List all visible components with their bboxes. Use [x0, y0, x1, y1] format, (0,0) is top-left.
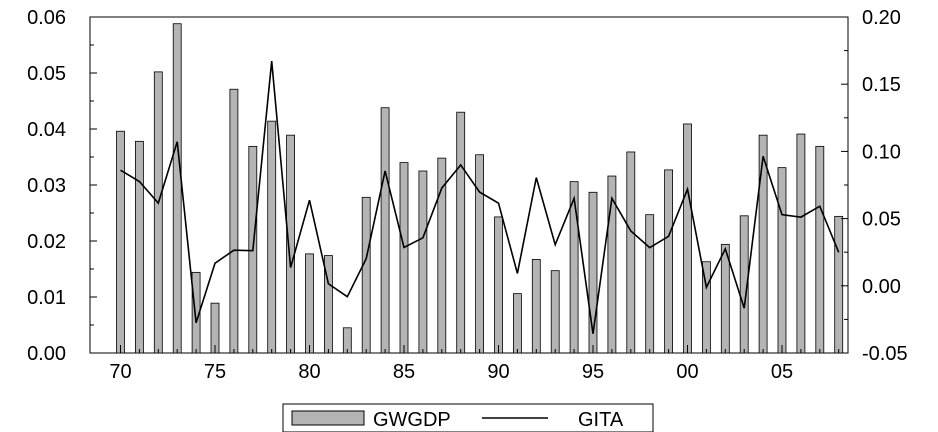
bar-gwgdp-1991: [513, 293, 522, 354]
legend-swatch-gwgdp: [291, 410, 365, 426]
bar-gwgdp-2004: [758, 134, 768, 354]
x-tick-label-00: 00: [676, 361, 698, 383]
left-tick-label-0.05: 0.05: [27, 63, 66, 85]
left-tick-label-0.01: 0.01: [27, 287, 66, 309]
bar-gwgdp-1983: [361, 196, 371, 354]
x-tick-label-80: 80: [298, 361, 320, 383]
bar-gwgdp-2006: [796, 133, 806, 354]
x-tick-label-90: 90: [487, 361, 509, 383]
left-tick-label-0.00: 0.00: [27, 343, 66, 365]
bar-gwgdp-1976: [229, 88, 239, 354]
bar-gwgdp-1978: [267, 120, 277, 354]
bar-gwgdp-1985: [399, 162, 409, 354]
bar-gwgdp-1971: [134, 140, 144, 354]
bar-gwgdp-1990: [494, 216, 503, 354]
bar-gwgdp-2002: [720, 243, 730, 354]
gwgdp-bars: [116, 23, 844, 354]
bar-gwgdp-1970: [116, 130, 125, 354]
x-tick-label-95: 95: [582, 361, 604, 383]
bar-gwgdp-2005: [777, 167, 787, 354]
bar-gwgdp-1989: [475, 154, 485, 354]
right-tick-label-0.10: 0.10: [862, 141, 901, 163]
x-tick-label-75: 75: [204, 361, 226, 383]
plot-frame: [89, 16, 849, 354]
left-tick-label-0.06: 0.06: [27, 7, 66, 29]
x-tick-label-05: 05: [771, 361, 793, 383]
x-tick-label-85: 85: [393, 361, 415, 383]
right-tick-label-0.20: 0.20: [862, 7, 901, 29]
right-y-axis: -0.05 0.00 0.05 0.10 0.15 0.20: [841, 7, 908, 365]
bar-gwgdp-2007: [815, 145, 825, 354]
x-axis: 70 75 80 85 90 95 00 05: [109, 345, 840, 383]
right-tick-label-0.05: 0.05: [862, 209, 901, 231]
bar-gwgdp-1972: [153, 71, 163, 354]
right-tick-label-0.00: 0.00: [862, 276, 901, 298]
bar-gwgdp-2000: [683, 123, 692, 354]
gita-series-line: [120, 61, 840, 334]
right-tick-label-0.15: 0.15: [862, 74, 901, 96]
bar-gwgdp-1997: [626, 151, 636, 354]
left-y-axis: 0.00 0.01 0.02 0.03 0.04 0.05 0.06: [27, 7, 97, 365]
legend-label-gwgdp: GWGDP: [373, 409, 451, 431]
gita-line-layer: [120, 61, 840, 334]
plot-area-border: [89, 16, 849, 354]
bar-gwgdp-1973: [172, 23, 182, 354]
legend-label-gita: GITA: [578, 409, 624, 431]
left-tick-label-0.02: 0.02: [27, 231, 66, 253]
bar-gwgdp-2008: [834, 215, 844, 354]
legend: GWGDP GITA: [282, 403, 654, 432]
bar-gwgdp-1999: [664, 169, 673, 354]
bar-gwgdp-1984: [380, 107, 390, 354]
bar-gwgdp-1994: [569, 181, 579, 354]
bar-gwgdp-1986: [418, 170, 428, 354]
bar-gwgdp-1988: [456, 111, 466, 354]
bar-gwgdp-1992: [531, 259, 541, 354]
x-tick-label-70: 70: [109, 361, 131, 383]
bar-gwgdp-1998: [645, 214, 655, 354]
right-tick-label--0.05: -0.05: [862, 343, 908, 365]
left-tick-label-0.03: 0.03: [27, 175, 66, 197]
left-tick-label-0.04: 0.04: [27, 119, 66, 141]
bar-gwgdp-1980: [305, 253, 314, 354]
bar-gwgdp-1993: [550, 270, 560, 354]
